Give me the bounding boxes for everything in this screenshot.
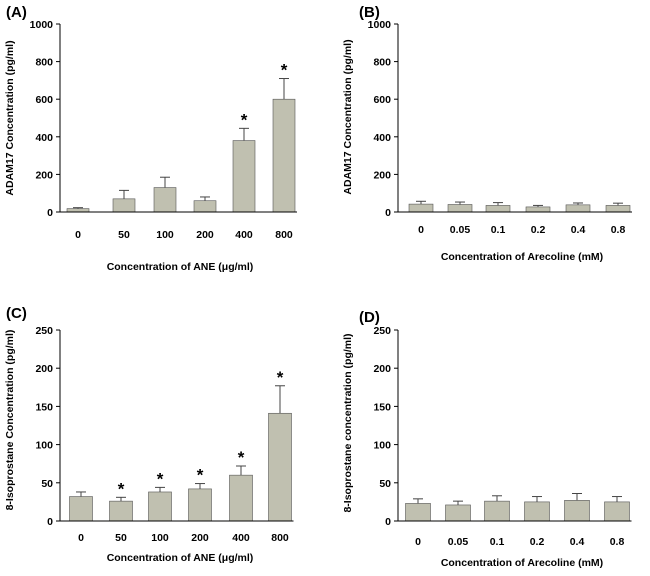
panel-b-y-tick-label: 1000: [368, 19, 392, 31]
panel-b-bar: [565, 204, 591, 213]
panel-b-y-tick-label: 200: [373, 169, 391, 181]
panel-c-category-label: 100: [151, 532, 169, 544]
chart-panel-c: (C) Concentration of ANE (μg/ml) 8-Isopr…: [4, 305, 294, 564]
panel-c-bar: [109, 500, 133, 522]
panel-c-category-label: 0: [78, 532, 84, 544]
panel-a-significance-star: *: [281, 61, 288, 80]
panel-a-category-label: 100: [156, 229, 174, 241]
panel-d-y-tick-label: 250: [373, 325, 391, 337]
panel-a-category-label: 0: [75, 229, 81, 241]
panel-b-bar: [408, 203, 434, 213]
panel-c-bar: [69, 496, 93, 522]
chart-panel-b: (B) Concentration of Arecoline (mM) ADAM…: [342, 4, 632, 263]
panel-c-bar: [268, 412, 292, 522]
panel-a-y-tick-label: 400: [35, 132, 53, 144]
panel-b-y-tick-label: 0: [385, 207, 391, 219]
panel-c-significance-star: *: [157, 469, 164, 488]
panel-d-category-label: 0.1: [490, 536, 505, 548]
panel-d-y-tick-label: 150: [373, 401, 391, 413]
panel-a-y-tick-label: 0: [47, 207, 53, 219]
panel-a-y-tick-label: 1000: [30, 19, 54, 31]
panel-b-bar: [605, 205, 631, 213]
panel-d-y-tick-label: 100: [373, 440, 391, 452]
panel-d-bar: [445, 504, 471, 522]
panel-a-y-tick-label: 200: [35, 169, 53, 181]
panel-d-bar: [564, 500, 590, 522]
panel-c-y-tick-label: 200: [35, 363, 53, 375]
panel-b-bar: [525, 206, 551, 213]
panel-d-y-tick-label: 200: [373, 363, 391, 375]
panel-b-category-label: 0.1: [491, 224, 506, 236]
panel-c-x-axis-label: Concentration of ANE (μg/ml): [107, 552, 254, 564]
panel-a-label: (A): [6, 4, 27, 21]
panel-a-bar: [193, 200, 217, 213]
panel-d-category-label: 0.8: [610, 536, 625, 548]
panel-c-label: (C): [6, 305, 27, 322]
panel-a-category-label: 50: [118, 229, 130, 241]
panel-b-category-label: 0.4: [571, 224, 586, 236]
panel-b-y-tick-label: 400: [373, 132, 391, 144]
panel-a-bar: [153, 187, 177, 213]
panel-d-bar: [484, 500, 510, 522]
panel-d-y-tick-label: 50: [379, 478, 391, 490]
panel-a-bar: [112, 198, 136, 213]
panel-b-category-label: 0: [418, 224, 424, 236]
panel-c-y-tick-label: 150: [35, 401, 53, 413]
panel-d-category-label: 0.2: [530, 536, 545, 548]
panel-c-significance-star: *: [238, 448, 245, 467]
panel-c-bar: [229, 474, 253, 522]
panel-c-bar: [148, 491, 172, 522]
panel-d-bar: [604, 501, 630, 522]
panel-c-category-label: 200: [191, 532, 209, 544]
panel-c-y-axis-label: 8-Isoprostane Concentration (pg/ml): [4, 330, 16, 511]
chart-panel-a: (A) Concentration of ANE (μg/ml) ADAM17 …: [4, 4, 297, 273]
panel-a-y-tick-label: 600: [35, 94, 53, 106]
panel-c-category-label: 400: [232, 532, 250, 544]
panel-a-category-label: 800: [275, 229, 293, 241]
panel-a-x-axis-label: Concentration of ANE (μg/ml): [107, 261, 254, 273]
panel-b-x-axis-label: Concentration of Arecoline (mM): [441, 251, 603, 263]
panel-a-bar: [66, 208, 90, 213]
panel-c-significance-star: *: [277, 368, 284, 387]
panel-a-y-axis-label: ADAM17 Concentration (pg/ml): [4, 40, 16, 195]
panel-d-x-axis-label: Concentration of Arecoline (mM): [441, 557, 603, 569]
panel-d-bar: [524, 501, 550, 522]
panel-b-category-label: 0.2: [531, 224, 546, 236]
panel-d-bar: [405, 503, 431, 522]
panel-c-significance-star: *: [197, 466, 204, 485]
panel-c-significance-star: *: [118, 479, 125, 498]
panel-c-bar: [188, 488, 212, 522]
panel-d-category-label: 0.4: [570, 536, 585, 548]
panel-a-y-tick-label: 800: [35, 57, 53, 69]
panel-b-label: (B): [359, 4, 380, 21]
panel-c-y-tick-label: 100: [35, 440, 53, 452]
panel-a-bar: [232, 140, 256, 213]
panel-d-y-tick-label: 0: [385, 516, 391, 528]
panel-c-y-tick-label: 50: [41, 478, 53, 490]
panel-a-bar: [272, 98, 296, 213]
panel-d-y-axis-label: 8-Isoprostane concentration (pg/ml): [342, 333, 354, 512]
chart-panel-d: (D) Concentration of Arecoline (mM) 8-Is…: [342, 309, 632, 569]
panel-b-bar: [485, 205, 511, 213]
panel-b-y-tick-label: 800: [373, 57, 391, 69]
panel-c-y-tick-label: 250: [35, 325, 53, 337]
panel-b-category-label: 0.05: [450, 224, 471, 236]
panel-b-y-axis-label: ADAM17 Concentration (pg/ml): [342, 39, 354, 194]
panel-a-category-label: 400: [235, 229, 253, 241]
panel-a-significance-star: *: [241, 110, 248, 129]
panel-c-category-label: 800: [271, 532, 289, 544]
panel-b-category-label: 0.8: [611, 224, 626, 236]
panel-b-y-tick-label: 600: [373, 94, 391, 106]
panel-a-category-label: 200: [196, 229, 214, 241]
panel-d-category-label: 0.05: [448, 536, 469, 548]
panel-d-label: (D): [359, 309, 380, 326]
panel-c-y-tick-label: 0: [47, 516, 53, 528]
panel-b-bar: [447, 204, 473, 213]
panel-c-category-label: 50: [115, 532, 127, 544]
panel-d-category-label: 0: [415, 536, 421, 548]
